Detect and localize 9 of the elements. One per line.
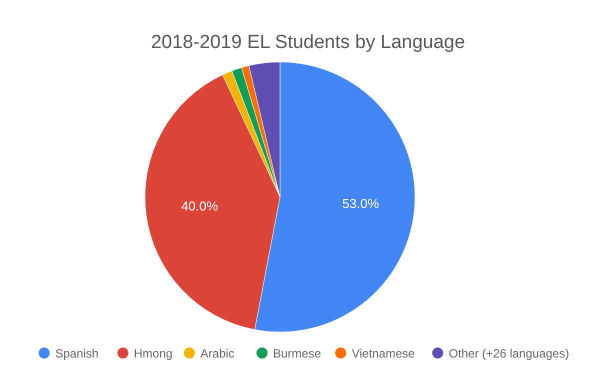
legend-label: Hmong bbox=[134, 346, 173, 360]
data-label: 40.0% bbox=[181, 198, 219, 214]
legend-label: Burmese bbox=[273, 346, 322, 360]
legend-label: Arabic bbox=[200, 346, 234, 360]
legend-label: Spanish bbox=[55, 346, 99, 360]
legend-label: Other (+26 languages) bbox=[448, 346, 570, 360]
chart-title: 2018-2019 EL Students by Language bbox=[150, 32, 466, 53]
data-label: 53.0% bbox=[342, 196, 380, 212]
legend-label: Vietnamese bbox=[352, 346, 416, 360]
